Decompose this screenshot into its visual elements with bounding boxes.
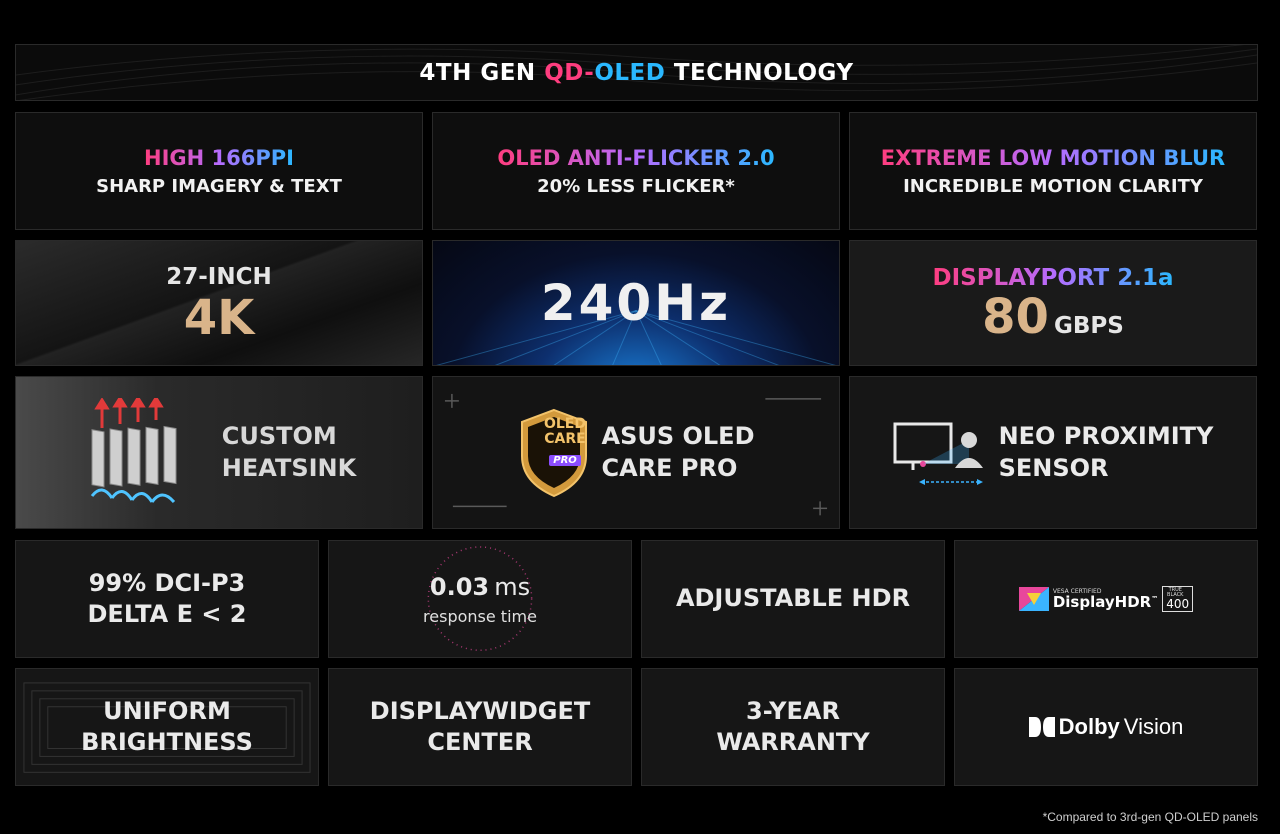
banner-title: 4TH GEN QD-OLED TECHNOLOGY <box>419 60 853 86</box>
response-time-unit: ms <box>494 572 531 601</box>
uniform-brightness-tile: UNIFORM BRIGHTNESS <box>15 668 319 786</box>
size-value: 4K <box>183 290 255 346</box>
oled-care-line2: CARE PRO <box>601 453 738 482</box>
displayhdr-name: DisplayHDR <box>1052 592 1152 611</box>
displayhdr-name-line: DisplayHDR™ <box>1052 592 1159 611</box>
displaywidget-line1: DISPLAYWIDGET <box>369 696 591 725</box>
dolby-brand: Dolby <box>1058 714 1120 739</box>
uniform-brightness-label: UNIFORM BRIGHTNESS <box>81 696 253 756</box>
proximity-sensor-tile: NEO PROXIMITY SENSOR <box>849 376 1257 529</box>
badge-line1: OLED <box>543 416 586 432</box>
motion-blur-tile: EXTREME LOW MOTION BLUR INCREDIBLE MOTIO… <box>849 112 1257 230</box>
heatsink-icon <box>90 397 177 503</box>
displayport-value: 80 <box>982 289 1049 345</box>
size-tile: 27-INCH 4K <box>15 240 423 366</box>
displayport-tile: DISPLAYPORT 2.1a 80 GBPS <box>849 240 1257 366</box>
response-time-label: response time <box>423 607 537 627</box>
sensor-line2: SENSOR <box>998 453 1109 482</box>
banner-prefix: 4TH GEN <box>419 59 545 86</box>
size-label: 27-INCH <box>166 264 272 290</box>
response-time-tile: 0.03 ms response time <box>328 540 632 658</box>
heatsink-line2: HEATSINK <box>221 453 357 482</box>
color-gamut-tile: 99% DCI-P3 DELTA E < 2 <box>15 540 319 658</box>
uniform-brightness-frames <box>23 682 311 773</box>
ppi-subtitle: SHARP IMAGERY & TEXT <box>96 175 342 197</box>
response-time-value-line: 0.03 ms <box>430 572 530 603</box>
warranty-line1: 3-YEAR <box>746 696 840 725</box>
response-time-dotted-ring <box>427 546 533 652</box>
proximity-sensor-text: NEO PROXIMITY SENSOR <box>999 421 1214 483</box>
adjustable-hdr-tile: ADJUSTABLE HDR <box>641 540 945 658</box>
sensor-line1: NEO PROXIMITY <box>998 422 1214 451</box>
heatsink-tile: CUSTOM HEATSINK <box>15 376 423 529</box>
anti-flicker-subtitle: 20% LESS FLICKER* <box>537 175 735 197</box>
refresh-tile: 240Hz <box>432 240 840 366</box>
heatsink-line1: CUSTOM <box>221 422 337 451</box>
warranty-tile: 3-YEAR WARRANTY <box>641 668 945 786</box>
displayhdr-wordmark: VESA CERTIFIED DisplayHDR™ <box>1052 587 1159 611</box>
displayport-label: DISPLAYPORT 2.1a <box>932 265 1174 291</box>
gamut-line2: DELTA E < 2 <box>87 600 247 628</box>
ppi-title: HIGH 166PPI <box>144 145 294 170</box>
warranty-line2: WARRANTY <box>716 728 870 756</box>
true-black-badge: TRUE BLACK 400 <box>1162 586 1194 612</box>
banner-oled: OLED <box>594 59 666 86</box>
refresh-value: 240Hz <box>540 274 732 332</box>
motion-blur-title: EXTREME LOW MOTION BLUR <box>880 145 1226 170</box>
ppi-tile: HIGH 166PPI SHARP IMAGERY & TEXT <box>15 112 423 230</box>
oled-care-text: ASUS OLED CARE PRO <box>602 421 755 483</box>
banner-qd: QD- <box>544 59 595 86</box>
banner-suffix: TECHNOLOGY <box>665 59 854 86</box>
gamut-line1: 99% DCI-P3 <box>88 568 246 597</box>
displaywidget-tile: DISPLAYWIDGET CENTER <box>328 668 632 786</box>
true-black-number: 400 <box>1166 597 1190 611</box>
heatsink-text: CUSTOM HEATSINK <box>222 421 356 483</box>
displayhdr-tile: VESA CERTIFIED DisplayHDR™ TRUE BLACK 40… <box>954 540 1258 658</box>
true-black-text: TRUE BLACK <box>1167 587 1184 598</box>
vesa-color-square-icon <box>1018 587 1049 611</box>
title-banner: 4TH GEN QD-OLED TECHNOLOGY <box>15 44 1258 101</box>
vesa-certified-text: VESA CERTIFIED <box>1052 587 1102 595</box>
displaywidget-line2: CENTER <box>427 728 533 756</box>
banner-background-lines <box>16 45 1257 100</box>
displayhdr-trademark: ™ <box>1151 594 1159 603</box>
oled-care-shield-icon <box>520 408 587 497</box>
oled-care-frame-lines <box>444 393 828 516</box>
oled-care-tile: OLED CARE PRO ASUS OLED CARE PRO <box>432 376 840 529</box>
anti-flicker-tile: OLED ANTI-FLICKER 2.0 20% LESS FLICKER* <box>432 112 840 230</box>
dolby-logo-icon <box>1028 717 1055 737</box>
motion-blur-subtitle: INCREDIBLE MOTION CLARITY <box>903 175 1203 197</box>
dolby-vision-tile: Dolby Vision <box>954 668 1258 786</box>
proximity-sensor-icon <box>893 422 983 485</box>
oled-care-badge-text: OLED CARE PRO <box>529 416 601 467</box>
oled-care-line1: ASUS OLED <box>601 422 755 451</box>
displayport-bandwidth: 80 GBPS <box>982 293 1124 341</box>
displayport-unit: GBPS <box>1054 313 1124 339</box>
response-time-value: 0.03 <box>429 572 490 601</box>
badge-line3: PRO <box>549 454 581 466</box>
adjustable-hdr-label: ADJUSTABLE HDR <box>675 584 911 613</box>
anti-flicker-title: OLED ANTI-FLICKER 2.0 <box>497 145 775 170</box>
dolby-product: Vision <box>1123 714 1184 739</box>
footnote: *Compared to 3rd-gen QD-OLED panels <box>1042 810 1258 824</box>
badge-line2: CARE <box>544 431 586 448</box>
refresh-light-streaks <box>436 310 836 365</box>
